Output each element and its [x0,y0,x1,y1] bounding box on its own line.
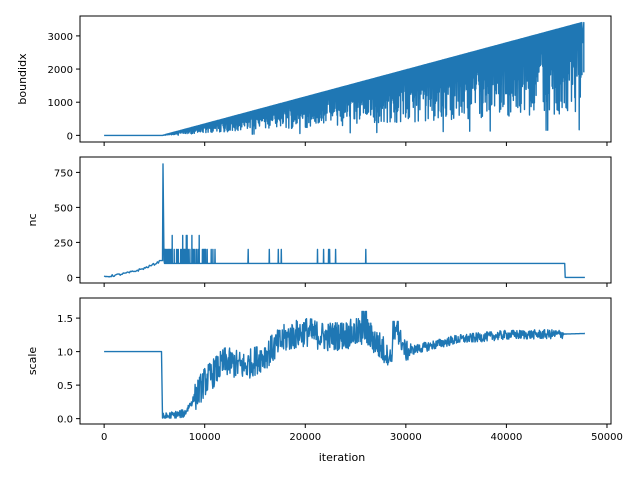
subplot-boundidx-frame [79,15,612,143]
subplot-scale-xticks: 0 10000 20000 30000 40000 50000 [101,424,623,443]
subplot-nc: 0 250 500 750 nc [26,156,612,287]
subplot-boundidx-data [104,21,585,137]
subplot-scale-yticks: 0.0 0.5 1.0 1.5 [57,314,80,426]
scale-ytick-label: 0.5 [57,381,73,392]
xtick-label: 0 [101,432,107,443]
xtick-label: 30000 [390,432,422,443]
subplot-nc-frame [79,156,612,284]
subplot-boundidx-yticks: 0 1000 2000 3000 [48,32,80,142]
xtick-label: 40000 [491,432,523,443]
subplot-nc-xticks [103,283,608,287]
scale-ytick-label: 0.0 [57,415,73,426]
subplot-nc-data [103,163,585,279]
subplot-scale-frame [79,297,612,425]
subplot-scale-ylabel: scale [26,347,39,376]
scale-series-line [104,310,586,419]
nc-ytick-label: 500 [54,203,73,214]
subplot-boundidx-ylabel: boundidx [16,53,29,105]
xtick-label: 50000 [591,432,623,443]
boundidx-ytick-label: 1000 [48,98,73,109]
subplot-boundidx-xticks [103,142,608,146]
boundidx-series-line [104,21,585,137]
scale-ytick-label: 1.0 [57,348,73,359]
subplot-nc-ylabel: nc [26,213,39,226]
boundidx-ytick-label: 2000 [48,65,73,76]
xtick-label: 10000 [189,432,221,443]
xtick-label: 20000 [289,432,321,443]
nc-ytick-label: 0 [67,273,73,284]
subplot-scale-data [104,310,586,419]
boundidx-ytick-label: 0 [67,131,73,142]
nc-ytick-label: 250 [54,238,73,249]
subplot-boundidx: 0 1000 2000 3000 boundidx [16,15,612,146]
boundidx-ytick-label: 3000 [48,32,73,43]
subplot-nc-yticks: 0 250 500 750 [54,168,80,284]
x-axis-label: iteration [319,451,365,464]
subplot-scale: 0.00.51.01.5 0 10000 20000 30000 40000 50000 … [26,297,623,443]
nc-series-line [103,163,585,279]
scale-ytick-label: 1.5 [57,314,73,325]
nc-ytick-label: 750 [54,168,73,179]
